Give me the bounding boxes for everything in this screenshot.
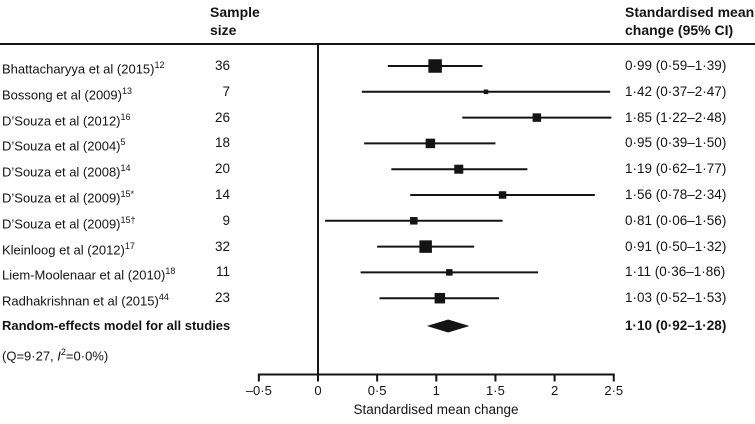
- study-label: D’Souza et al (2012)16: [2, 109, 131, 128]
- study-label-text: D’Souza et al (2012): [2, 112, 121, 128]
- effect-ci-value: 1·56 (0·78–2·34): [625, 187, 727, 202]
- effect-ci-value: 1·42 (0·37–2·47): [625, 83, 727, 99]
- study-label: D’Souza et al (2008)14: [2, 160, 131, 180]
- study-label-text: Radhakrishnan et al (2015): [2, 293, 159, 309]
- effect-ci-value: 1·11 (0·36–1·86): [625, 264, 726, 280]
- x-axis-tick-label: 2: [550, 383, 559, 398]
- sample-size-value: 14: [214, 187, 230, 202]
- sample-size-value: 36: [214, 58, 230, 73]
- effect-ci-value: 0·99 (0·59–1·39): [625, 58, 727, 73]
- sample-size-value: 26: [214, 109, 230, 125]
- x-axis-tick-label: 1: [432, 383, 440, 398]
- sample-size-value: 9: [222, 212, 230, 228]
- study-reference-superscript: 15†: [120, 214, 136, 225]
- point-estimate-square: [410, 217, 418, 225]
- study-label: Radhakrishnan et al (2015)44: [2, 289, 169, 309]
- study-label-text: Bhattacharyya et al (2015): [2, 61, 155, 77]
- sample-size-value: 32: [214, 238, 230, 254]
- effect-ci-value: 0·91 (0·50–1·32): [625, 238, 727, 254]
- summary-label: Random-effects model for all studies: [2, 318, 231, 333]
- study-reference-superscript: 12: [154, 60, 165, 70]
- study-label: Bhattacharyya et al (2015)12: [2, 57, 165, 77]
- effect-ci-value: 1·19 (0·62–1·77): [625, 161, 727, 177]
- study-reference-superscript: 15*: [120, 189, 135, 199]
- point-estimate-square: [483, 89, 489, 95]
- point-estimate-square: [454, 164, 464, 174]
- effect-ci-value: 0·95 (0·39–1·50): [625, 135, 727, 151]
- point-estimate-square: [446, 269, 453, 276]
- x-axis-tick-label: 0: [314, 383, 322, 398]
- heterogeneity-stats: (Q=9·27, I2=0·0%): [2, 343, 109, 364]
- heterogeneity-suffix: =0·0%): [65, 348, 109, 364]
- sample-size-value: 7: [222, 83, 230, 99]
- study-label-text: D’Souza et al (2004): [2, 138, 121, 154]
- study-label: D’Souza et al (2009)15†: [2, 212, 136, 232]
- study-label: D’Souza et al (2004)5: [2, 134, 126, 154]
- point-estimate-square: [428, 59, 442, 73]
- study-reference-superscript: 18: [165, 266, 176, 277]
- study-reference-superscript: 5: [120, 137, 126, 148]
- effect-header-line2: change (95% CI): [625, 22, 734, 38]
- study-label-text: D’Souza et al (2009): [2, 216, 121, 232]
- x-axis-tick-label: 0·5: [367, 383, 387, 398]
- x-axis-title: Standardised mean change: [353, 402, 519, 417]
- sample-size-header-line2: size: [210, 22, 237, 38]
- effect-header-line1: Standardised mean: [625, 4, 755, 20]
- study-reference-superscript: 44: [158, 292, 169, 303]
- heterogeneity-i-sup: 2: [60, 347, 66, 357]
- point-estimate-square: [425, 138, 436, 149]
- effect-ci-value: 1·85 (1·22–2·48): [625, 109, 727, 125]
- study-reference-superscript: 14: [120, 163, 131, 174]
- study-reference-superscript: 16: [120, 111, 131, 122]
- sample-size-value: 20: [214, 161, 230, 177]
- heterogeneity-prefix: (Q=9·27,: [2, 348, 58, 364]
- study-label-text: Bossong et al (2009): [2, 87, 122, 103]
- sample-size-header-line1: Sample: [210, 4, 260, 20]
- sample-size-value: 11: [215, 264, 230, 280]
- study-label-text: D’Souza et al (2008): [2, 164, 121, 180]
- effect-column-header: Standardised mean change (95% CI): [625, 3, 754, 39]
- summary-ci-text: 1·10 (0·92–1·28): [625, 318, 727, 333]
- study-reference-superscript: 13: [121, 85, 132, 96]
- x-axis-tick-label: 2·5: [604, 383, 624, 398]
- point-estimate-square: [532, 113, 542, 122]
- header-rule: [0, 43, 755, 45]
- study-label: Liem-Moolenaar et al (2010)18: [2, 263, 176, 283]
- point-estimate-square: [434, 292, 446, 304]
- study-label: D’Souza et al (2009)15*: [2, 186, 135, 206]
- sample-size-value: 23: [214, 290, 230, 306]
- sample-size-value: 18: [214, 135, 230, 151]
- x-axis-tick-label: –0·5: [245, 383, 272, 398]
- sample-size-column-header: Sample size: [210, 3, 260, 39]
- point-estimate-square: [498, 191, 507, 199]
- effect-ci-value: 1·03 (0·52–1·53): [625, 290, 727, 306]
- heterogeneity-i-stat: I: [57, 348, 61, 364]
- study-reference-superscript: 17: [124, 240, 135, 251]
- study-label-text: Liem-Moolenaar et al (2010): [2, 267, 166, 283]
- x-axis-tick-label: 1·5: [486, 383, 505, 398]
- effect-ci-value: 0·81 (0·06–1·56): [625, 212, 727, 228]
- study-label-text: D’Souza et al (2009): [2, 190, 121, 206]
- summary-diamond: [426, 319, 470, 333]
- study-label: Kleinloog et al (2012)17: [2, 238, 135, 257]
- point-estimate-square: [419, 240, 432, 253]
- study-label: Bossong et al (2009)13: [2, 83, 132, 103]
- study-label-text: Kleinloog et al (2012): [2, 241, 125, 257]
